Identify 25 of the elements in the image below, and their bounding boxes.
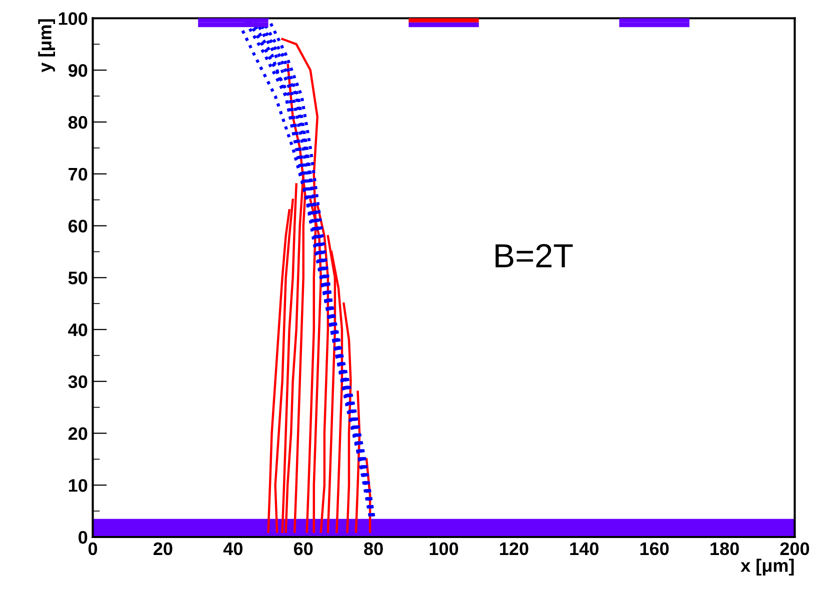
y-tick-label: 20 (68, 427, 88, 440)
x-tick-label: 0 (88, 542, 98, 556)
x-tick-label: 40 (223, 542, 242, 556)
y-tick-label: 50 (68, 272, 88, 284)
x-tick-label: 160 (640, 542, 669, 556)
x-tick-label: 200 (780, 542, 810, 556)
y-tick-label: 10 (68, 479, 88, 492)
y-tick-label: 80 (68, 116, 88, 129)
x-tick-label: 80 (364, 542, 383, 556)
y-axis-title: y [μm] (38, 19, 56, 72)
x-tick-label: 20 (154, 542, 172, 556)
y-tick-label: 30 (68, 375, 88, 388)
y-tick-label: 40 (68, 323, 88, 336)
x-tick-label: 120 (500, 542, 528, 556)
y-tick-label: 90 (68, 64, 88, 77)
x-tick-label: 60 (294, 542, 313, 556)
annotation: B=2T (496, 244, 573, 268)
y-tick-label: 70 (68, 168, 88, 181)
x-tick-label: 100 (430, 542, 458, 556)
y-tick-label: 100 (58, 12, 88, 25)
x-tick-label: 140 (570, 542, 598, 556)
y-tick-label: 60 (68, 220, 88, 232)
x-tick-label: 180 (710, 542, 739, 556)
x-axis-title: x [μm] (740, 558, 794, 576)
y-tick-label: 0 (78, 530, 88, 544)
